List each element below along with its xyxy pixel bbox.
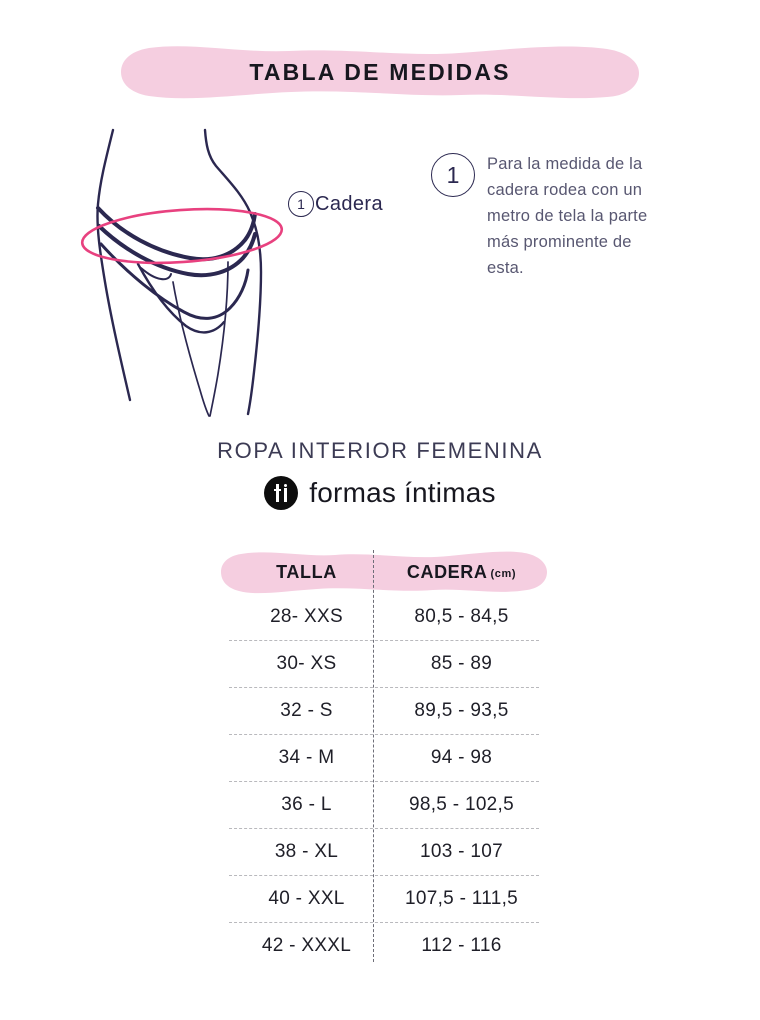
table-header-banner: TALLA CADERA (cm) — [221, 550, 547, 594]
table-row: 28- XXS 80,5 - 84,5 — [229, 594, 539, 641]
hip-measurement-illustration — [78, 122, 368, 417]
hip-measure-ellipse — [80, 207, 284, 265]
table-row: 36 - L 98,5 - 102,5 — [229, 782, 539, 829]
cell-hip: 80,5 - 84,5 — [414, 606, 509, 627]
figure-callout: 1 Cadera — [288, 191, 383, 217]
title-banner: TABLA DE MEDIDAS — [121, 44, 639, 100]
callout-number-badge: 1 — [288, 191, 314, 217]
cell-hip: 89,5 - 93,5 — [414, 700, 509, 721]
cell-size: 40 - XXL — [268, 888, 345, 909]
formas-intimas-logo-icon — [264, 476, 299, 510]
column-header-talla: TALLA — [229, 550, 384, 594]
cell-hip: 112 - 116 — [421, 935, 502, 956]
cell-size: 42 - XXXL — [261, 935, 352, 956]
column-header-cadera: CADERA (cm) — [384, 550, 539, 594]
size-table: TALLA CADERA (cm) 28- XXS 80,5 - 84,5 30… — [221, 550, 547, 969]
column-header-talla-label: TALLA — [276, 561, 337, 582]
cell-hip: 98,5 - 102,5 — [408, 794, 514, 815]
cell-size: 32 - S — [280, 700, 333, 721]
instruction-number-badge: 1 — [431, 153, 475, 197]
callout-label: Cadera — [315, 192, 383, 215]
instruction-block: 1 Para la medida de la cadera rodea con … — [431, 151, 701, 281]
cell-size: 38 - XL — [274, 841, 339, 862]
table-rows: 28- XXS 80,5 - 84,5 30- XS 85 - 89 32 - … — [229, 550, 539, 969]
cell-hip: 103 - 107 — [420, 841, 503, 862]
table-header-shape — [221, 551, 547, 594]
title-banner-shape — [121, 46, 639, 99]
column-header-cadera-unit: (cm) — [490, 568, 517, 580]
table-row: 30- XS 85 - 89 — [229, 641, 539, 688]
table-row: 32 - S 89,5 - 93,5 — [229, 688, 539, 735]
cell-hip: 107,5 - 111,5 — [404, 888, 519, 909]
table-row: 34 - M 94 - 98 — [229, 735, 539, 782]
category-label: ROPA INTERIOR FEMENINA — [217, 438, 543, 463]
table-row: 42 - XXXL 112 - 116 — [229, 923, 539, 969]
brand-block: ROPA INTERIOR FEMENINA formas íntimas — [0, 438, 760, 510]
cell-hip: 94 - 98 — [430, 747, 493, 768]
brand-name: formas íntimas — [309, 477, 496, 508]
table-row: 40 - XXL 107,5 - 111,5 — [229, 876, 539, 923]
cell-size: 36 - L — [281, 794, 332, 815]
cell-size: 30- XS — [276, 653, 337, 674]
table-row: 38 - XL 103 - 107 — [229, 829, 539, 876]
page-title: TABLA DE MEDIDAS — [249, 58, 511, 85]
cell-size: 34 - M — [278, 747, 335, 768]
cell-size: 28- XXS — [270, 606, 343, 627]
instruction-text: Para la medida de la cadera rodea con un… — [487, 155, 648, 277]
cell-hip: 85 - 89 — [430, 653, 493, 674]
brand-lockup: formas íntimas — [0, 476, 760, 510]
column-header-cadera-label: CADERA — [406, 561, 488, 582]
